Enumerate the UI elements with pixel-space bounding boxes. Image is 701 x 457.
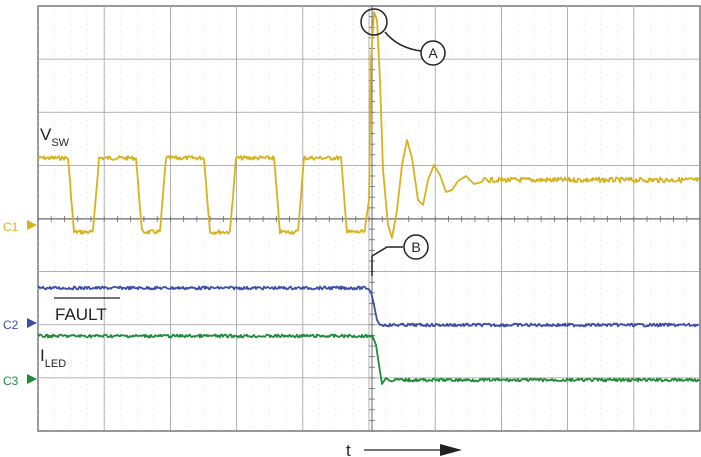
fault-trace <box>37 285 700 328</box>
time-arrow-icon <box>440 444 462 456</box>
channel-arrow-c2-icon <box>27 318 37 328</box>
annotation-a-badge <box>420 40 446 66</box>
traces <box>37 11 700 385</box>
channel-arrow-c1-icon <box>27 220 37 230</box>
trace-label-vsw: VSW <box>40 125 70 149</box>
trace-label-iled: ILED <box>40 346 66 370</box>
annotation-b-leader-line <box>371 246 403 276</box>
annotation-a-leader-line <box>384 31 422 52</box>
svg-text:VSW: VSW <box>40 125 70 149</box>
channel-marker-c3: C3 <box>3 374 37 388</box>
channel-label-c2: C2 <box>3 318 19 332</box>
channel-label-c3: C3 <box>3 374 19 388</box>
iled-trace <box>37 333 700 385</box>
svg-text:ILED: ILED <box>40 346 66 370</box>
time-axis-label: t <box>346 441 351 457</box>
grid <box>37 5 701 432</box>
fault-label: FAULT <box>55 305 107 324</box>
annotation-a-label: A <box>428 45 438 61</box>
annotation-a-highlight-circle <box>360 8 388 36</box>
channel-marker-c2: C2 <box>3 318 37 332</box>
annotation-a: A <box>360 8 446 66</box>
iled-label-sub: LED <box>45 358 66 370</box>
vsw-trace <box>37 11 700 239</box>
time-axis-indicator: t <box>346 441 462 457</box>
annotation-b-label: B <box>411 239 420 255</box>
channel-arrow-c3-icon <box>27 374 37 384</box>
channel-marker-c1: C1 <box>3 220 37 234</box>
vsw-label-main: V <box>40 125 52 144</box>
annotation-b-badge <box>403 234 429 260</box>
annotation-b: B <box>371 234 429 276</box>
trace-label-fault: FAULT <box>54 297 120 324</box>
iled-label-main: I <box>40 346 45 365</box>
vsw-label-sub: SW <box>51 137 69 149</box>
channel-label-c1: C1 <box>3 220 19 234</box>
